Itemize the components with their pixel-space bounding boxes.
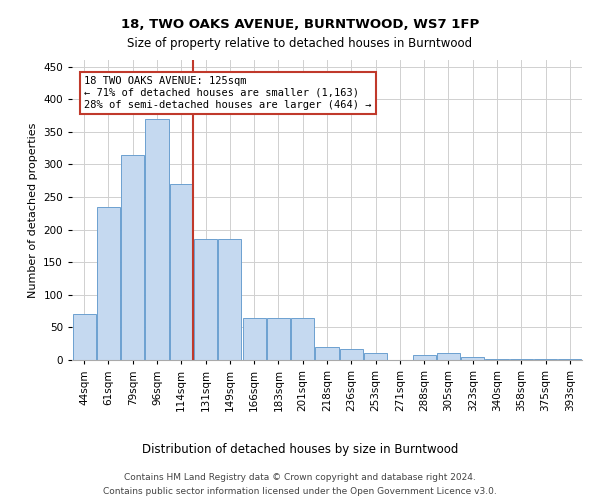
Bar — [194, 240, 217, 360]
Bar — [218, 240, 241, 360]
Text: 18 TWO OAKS AVENUE: 125sqm
← 71% of detached houses are smaller (1,163)
28% of s: 18 TWO OAKS AVENUE: 125sqm ← 71% of deta… — [85, 76, 372, 110]
Bar — [145, 118, 169, 360]
Bar — [510, 358, 533, 360]
Text: 18, TWO OAKS AVENUE, BURNTWOOD, WS7 1FP: 18, TWO OAKS AVENUE, BURNTWOOD, WS7 1FP — [121, 18, 479, 30]
Text: Contains public sector information licensed under the Open Government Licence v3: Contains public sector information licen… — [103, 488, 497, 496]
Bar — [73, 314, 95, 360]
Bar — [97, 206, 120, 360]
Bar — [461, 356, 484, 360]
Bar — [485, 358, 509, 360]
Bar — [291, 318, 314, 360]
Y-axis label: Number of detached properties: Number of detached properties — [28, 122, 38, 298]
Bar — [170, 184, 193, 360]
Bar — [242, 318, 266, 360]
Bar — [413, 355, 436, 360]
Bar — [534, 358, 557, 360]
Text: Contains HM Land Registry data © Crown copyright and database right 2024.: Contains HM Land Registry data © Crown c… — [124, 472, 476, 482]
Bar — [267, 318, 290, 360]
Bar — [340, 349, 363, 360]
Bar — [364, 354, 387, 360]
Bar — [437, 354, 460, 360]
Bar — [559, 358, 581, 360]
Text: Size of property relative to detached houses in Burntwood: Size of property relative to detached ho… — [127, 38, 473, 51]
Bar — [316, 347, 338, 360]
Bar — [121, 154, 144, 360]
Text: Distribution of detached houses by size in Burntwood: Distribution of detached houses by size … — [142, 442, 458, 456]
